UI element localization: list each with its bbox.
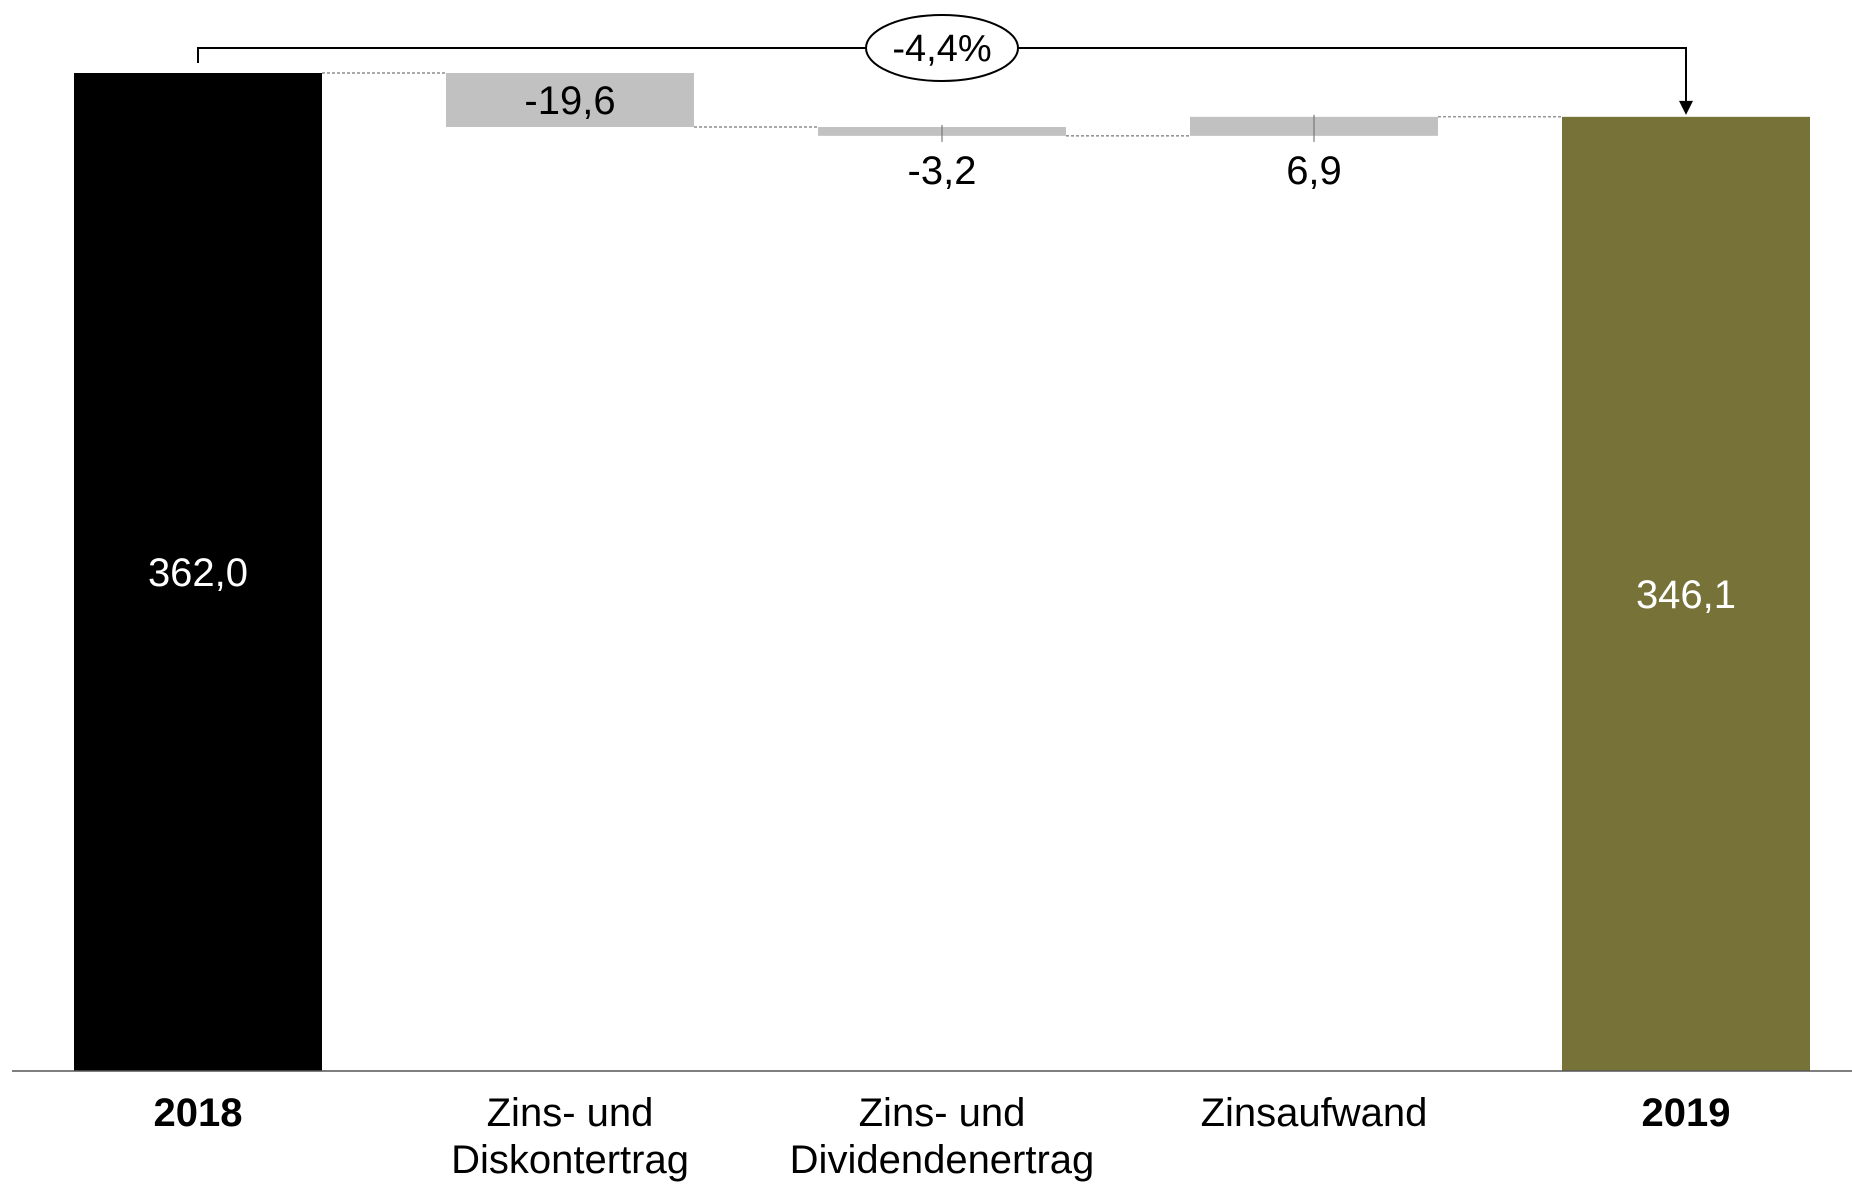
category-label: Zins- und [859, 1091, 1026, 1135]
total-bar [74, 73, 322, 1071]
change-annotation: -4,4% [197, 14, 1693, 115]
category-label: Zins- und [487, 1091, 654, 1135]
bar-value-label: 346,1 [1636, 573, 1736, 617]
bar-value-label: 6,9 [1286, 149, 1342, 193]
bar-value-label: -19,6 [524, 79, 615, 123]
category-label: Dividendenertrag [790, 1138, 1095, 1182]
category-label: Zinsaufwand [1201, 1091, 1428, 1135]
category-label: Diskontertrag [451, 1138, 689, 1182]
bar-value-label: -3,2 [908, 149, 977, 193]
total-bar [1562, 116, 1810, 1071]
bar-value-label: 362,0 [148, 551, 248, 595]
category-label: 2018 [154, 1091, 243, 1135]
bars-group [74, 73, 1810, 1071]
connector-lines [322, 72, 1562, 137]
change-percent-label: -4,4% [892, 28, 991, 70]
delta-bar [446, 73, 694, 128]
arrow-head [1679, 100, 1693, 115]
change-oval [865, 14, 1019, 82]
value-labels-group: 362,0 -19,6 -3,2 6,9 346,1 [148, 79, 1736, 617]
category-label: 2019 [1642, 1091, 1731, 1135]
